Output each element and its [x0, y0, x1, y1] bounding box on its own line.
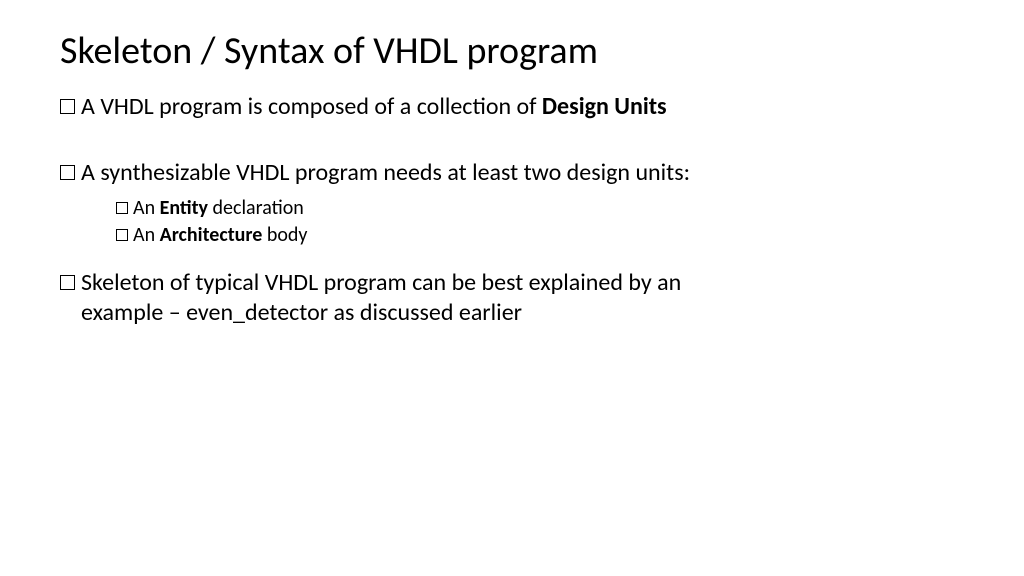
text-run: An	[133, 196, 160, 220]
bullet-item-3: Skeleton of typical VHDL program can be …	[60, 268, 964, 328]
bullet-text: A VHDL program is composed of a collecti…	[81, 92, 667, 122]
text-run-bold: Design Units	[542, 92, 667, 121]
slide: Skeleton / Syntax of VHDL program A VHDL…	[0, 0, 1024, 576]
bullet-text: An Entity declaration	[133, 196, 304, 221]
spacer	[60, 130, 964, 158]
square-bullet-icon	[116, 229, 128, 241]
bullet-item-2a: An Entity declaration	[116, 196, 964, 221]
bullet-item-1: A VHDL program is composed of a collecti…	[60, 92, 964, 122]
spacer	[60, 250, 964, 268]
square-bullet-icon	[116, 202, 128, 214]
text-line: example – even_detector as discussed ear…	[81, 298, 522, 327]
square-bullet-icon	[60, 165, 75, 180]
text-run: body	[262, 223, 307, 247]
square-bullet-icon	[60, 99, 75, 114]
bullet-item-2b: An Architecture body	[116, 223, 964, 248]
text-run: A VHDL program is composed of a collecti…	[81, 92, 542, 121]
text-run-bold: Entity	[160, 196, 208, 220]
text-run-bold: Architecture	[160, 223, 263, 247]
square-bullet-icon	[60, 275, 75, 290]
text-run: An	[133, 223, 160, 247]
bullet-text: An Architecture body	[133, 223, 307, 248]
bullet-text: A synthesizable VHDL program needs at le…	[81, 158, 690, 188]
text-line: Skeleton of typical VHDL program can be …	[81, 268, 681, 297]
text-run: declaration	[208, 196, 304, 220]
slide-title: Skeleton / Syntax of VHDL program	[60, 28, 964, 74]
bullet-text: Skeleton of typical VHDL program can be …	[81, 268, 681, 328]
bullet-item-2: A synthesizable VHDL program needs at le…	[60, 158, 964, 188]
